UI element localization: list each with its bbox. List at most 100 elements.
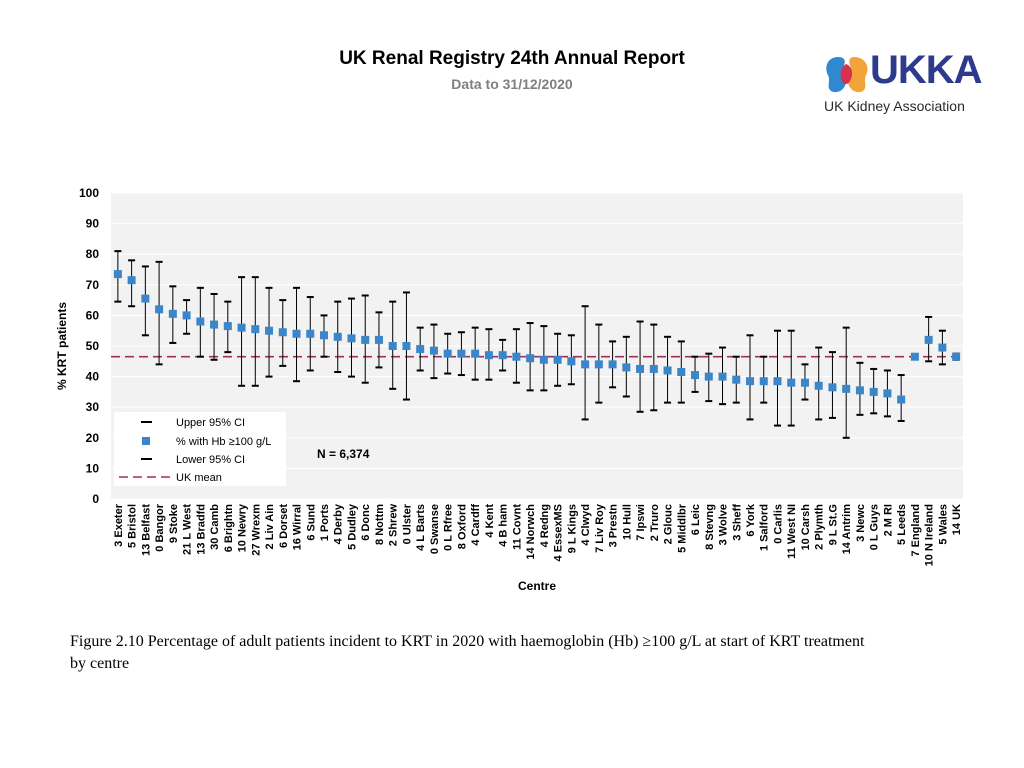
data-point: [320, 331, 328, 340]
x-tick-label: 2 Liv Ain: [264, 504, 276, 550]
x-tick-label: 9 L St.G: [827, 504, 839, 545]
x-tick-label: 21 L West: [182, 504, 194, 555]
x-tick-label: 16 Wirral: [292, 504, 304, 550]
x-tick-label: 3 Newc: [855, 504, 867, 542]
data-point: [746, 377, 754, 386]
data-point: [429, 346, 438, 355]
x-tick-label: 9 L Kings: [566, 504, 578, 553]
data-point: [278, 328, 287, 337]
data-point: [800, 378, 809, 387]
data-point: [388, 342, 397, 350]
data-point: [594, 360, 603, 369]
x-tick-label: 13 Bradfd: [195, 504, 207, 555]
y-tick-label: 90: [86, 217, 100, 231]
data-point: [210, 320, 219, 329]
x-tick-label: 14 Norwch: [525, 504, 537, 560]
data-point: [333, 332, 342, 341]
x-tick-label: 6 Sund: [305, 504, 317, 541]
x-tick-label: 10 Hull: [621, 504, 633, 540]
data-point: [787, 378, 796, 387]
sample-size-label: N = 6,374: [317, 447, 370, 461]
x-tick-label: 4 B ham: [498, 504, 510, 547]
data-point: [443, 349, 452, 358]
legend-upper-ci-label: Upper 95% CI: [176, 417, 245, 429]
x-tick-label: 2 Plymth: [814, 504, 826, 550]
data-point: [952, 352, 961, 361]
data-point: [223, 322, 232, 331]
logo-wordmark: UKKA: [870, 48, 983, 92]
data-point: [196, 317, 205, 326]
x-tick-label: 6 Brightn: [223, 504, 235, 553]
data-point: [416, 345, 425, 354]
y-axis-label: % KRT patients: [55, 302, 69, 390]
data-point: [567, 357, 576, 366]
data-point: [773, 377, 782, 386]
x-tick-label: 7 England: [910, 504, 922, 557]
data-point: [484, 351, 493, 360]
x-tick-label: 13 Belfast: [140, 504, 152, 556]
report-title: UK Renal Registry 24th Annual Report: [339, 48, 685, 69]
data-point: [292, 329, 301, 338]
x-tick-label: 11 Covnt: [511, 504, 523, 550]
data-point: [704, 372, 713, 381]
data-point: [608, 360, 617, 369]
data-point: [361, 335, 370, 344]
figure-caption: Figure 2.10 Percentage of adult patients…: [70, 633, 865, 672]
data-point: [663, 366, 672, 375]
y-tick-label: 40: [86, 370, 100, 384]
data-point: [155, 305, 164, 314]
y-tick-label: 20: [86, 431, 100, 445]
x-tick-label: 4 Cardff: [470, 504, 482, 546]
x-tick-label: 4 Kent: [484, 504, 496, 538]
data-point: [457, 349, 466, 358]
data-point: [883, 389, 892, 398]
x-tick-label: 7 Liv Roy: [594, 503, 606, 553]
x-tick-label: 14 UK: [951, 504, 963, 535]
x-tick-label: 4 Clwyd: [580, 504, 592, 546]
legend-lower-ci-label: Lower 95% CI: [176, 454, 245, 466]
data-point: [910, 352, 919, 361]
x-tick-label: 2 Shrew: [388, 504, 400, 547]
x-tick-label: 6 Leic: [690, 504, 702, 535]
data-point: [512, 352, 521, 361]
x-tick-label: 6 Dorset: [278, 504, 290, 548]
x-tick-label: 8 Oxford: [456, 504, 468, 549]
x-tick-label: 1 Salford: [759, 504, 771, 551]
x-tick-label: 5 Leeds: [896, 504, 908, 545]
x-tick-label: 10 Carsh: [800, 504, 812, 551]
data-point: [127, 276, 136, 285]
data-point: [498, 351, 507, 360]
legend-point-label: % with Hb ≥100 g/L: [176, 436, 271, 448]
data-point: [581, 360, 590, 369]
x-tick-label: 11 West NI: [786, 504, 798, 559]
x-axis-label: Centre: [518, 579, 556, 593]
y-tick-label: 30: [86, 400, 100, 414]
data-point: [182, 311, 191, 320]
x-tick-label: 3 Exeter: [113, 503, 125, 547]
x-tick-label: 1 Ports: [319, 504, 331, 541]
data-point: [347, 334, 356, 343]
data-point: [402, 342, 411, 350]
y-tick-labels: 0 10 20 30 40 50 60 70 80 90 100: [79, 186, 99, 506]
data-point: [251, 325, 260, 334]
x-tick-label: 27 Wrexm: [250, 504, 262, 556]
y-tick-label: 70: [86, 278, 100, 292]
x-tick-label: 2 M RI: [882, 504, 894, 536]
x-tick-label: 10 N Ireland: [924, 504, 936, 566]
x-tick-label: 5 Dudley: [346, 503, 358, 550]
x-tick-label: 14 Antrim: [841, 504, 853, 555]
legend: Upper 95% CI % with Hb ≥100 g/L Lower 95…: [114, 412, 286, 486]
data-point: [636, 364, 645, 373]
x-tick-label: 3 Sheff: [731, 504, 743, 541]
y-tick-label: 50: [86, 339, 100, 353]
data-point: [374, 335, 383, 344]
data-point: [237, 323, 246, 332]
x-tick-label: 5 Middlbr: [676, 503, 688, 553]
y-tick-label: 10: [86, 461, 100, 475]
data-point: [471, 349, 480, 358]
data-point: [938, 343, 947, 352]
data-point: [924, 335, 933, 344]
x-tick-label: 0 Swanse: [429, 504, 441, 554]
x-tick-label: 2 Truro: [649, 504, 661, 542]
data-point: [828, 383, 837, 392]
